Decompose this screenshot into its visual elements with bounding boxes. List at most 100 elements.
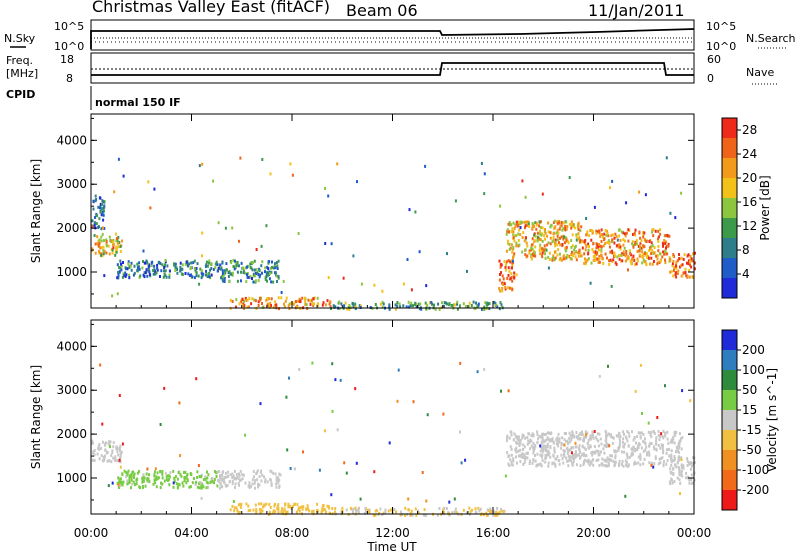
velocity-cell <box>591 430 594 434</box>
velocity-cell <box>516 461 518 465</box>
power-cell <box>585 245 588 249</box>
velocity-cell <box>220 485 223 488</box>
power-cell <box>316 296 319 300</box>
velocity-cell <box>494 513 497 517</box>
velocity-cell <box>532 434 535 438</box>
velocity-cell <box>647 430 650 434</box>
power-cell <box>277 275 280 278</box>
velocity-cell <box>547 431 549 435</box>
velocity-cell <box>662 463 665 467</box>
velocity-cell <box>669 457 672 461</box>
velocity-cell <box>254 479 257 483</box>
power-colorbar-block <box>722 158 737 179</box>
power-cell <box>573 248 576 252</box>
power-cell <box>689 255 692 258</box>
velocity-cell <box>113 458 116 462</box>
velocity-cell <box>661 435 664 439</box>
power-cell <box>651 262 654 266</box>
velocity-cell <box>664 384 666 388</box>
power-cell <box>663 239 666 242</box>
power-cell <box>99 206 101 210</box>
velocity-cell <box>569 448 572 452</box>
power-cell <box>100 235 103 239</box>
power-cell <box>552 235 555 239</box>
velocity-cell <box>608 432 610 436</box>
velocity-cell <box>260 479 263 483</box>
velocity-cell <box>232 500 235 503</box>
power-cell <box>551 258 554 262</box>
power-cell <box>415 305 418 309</box>
velocity-cell <box>341 506 344 510</box>
velocity-cell <box>233 506 236 510</box>
power-cell <box>95 222 98 226</box>
power-cell <box>688 269 691 272</box>
power-cell <box>240 261 243 265</box>
power-cell <box>570 226 573 230</box>
velocity-cell <box>409 513 412 517</box>
power-cell <box>253 268 256 272</box>
power-cell <box>261 302 263 305</box>
velocity-cell <box>165 475 168 479</box>
velocity-cell <box>560 446 563 450</box>
power-cell <box>117 241 119 245</box>
velocity-cell <box>374 513 377 517</box>
power-cell <box>562 255 565 259</box>
power-cell <box>268 305 271 309</box>
velocity-cell <box>631 447 634 451</box>
velocity-cell <box>587 461 590 465</box>
power-cell <box>467 305 470 309</box>
power-cell <box>643 245 646 249</box>
power-cell <box>587 248 590 252</box>
velocity-cell <box>112 441 115 445</box>
velocity-cell <box>154 467 157 471</box>
power-cell <box>174 262 177 266</box>
velocity-cell <box>595 437 598 441</box>
power-cell <box>688 275 691 279</box>
velocity-cell <box>453 497 456 501</box>
velocity-cell <box>196 476 199 479</box>
velocity-cell <box>238 510 241 514</box>
power-cell <box>513 252 516 256</box>
power-cell <box>663 252 666 256</box>
velocity-cell <box>252 469 255 473</box>
power-cell <box>642 231 645 235</box>
power-cell <box>424 164 427 168</box>
power-cell <box>92 207 95 211</box>
velocity-cell <box>311 361 314 365</box>
velocity-cell <box>544 449 547 453</box>
velocity-colorbar-block <box>722 410 737 431</box>
velocity-cell <box>91 439 94 443</box>
power-cell <box>659 252 661 256</box>
power-cell <box>332 304 335 308</box>
velocity-cell <box>605 460 608 464</box>
velocity-cell <box>669 440 672 444</box>
velocity-cell <box>375 509 378 512</box>
power-cell <box>291 173 294 177</box>
velocity-cell <box>562 461 565 465</box>
power-cell <box>374 303 377 306</box>
power-cell <box>173 263 176 267</box>
power-cell <box>206 275 209 278</box>
freq-tick-bottom: 8 <box>66 72 73 85</box>
power-cell <box>507 286 509 290</box>
power-cell <box>604 229 607 232</box>
velocity-cell <box>492 513 495 517</box>
velocity-cell <box>633 462 636 466</box>
velocity-cell <box>524 458 527 462</box>
velocity-cell <box>233 469 236 473</box>
velocity-cell <box>532 458 535 461</box>
power-cell <box>407 300 410 304</box>
velocity-cell <box>670 464 673 467</box>
velocity-cell <box>536 441 539 445</box>
power-cell <box>266 273 269 277</box>
velocity-cell <box>483 513 485 517</box>
velocity-cell <box>567 454 570 458</box>
power-cell <box>338 300 341 304</box>
nsky-panel: N.Sky 10^5 10^0 10^5 10^0 N.Search <box>4 19 796 53</box>
power-cell <box>394 307 397 311</box>
power-cell <box>261 158 264 161</box>
velocity-cell <box>486 508 489 512</box>
velocity-cell <box>110 460 113 464</box>
velocity-cell <box>586 431 589 435</box>
power-cell <box>243 299 245 303</box>
